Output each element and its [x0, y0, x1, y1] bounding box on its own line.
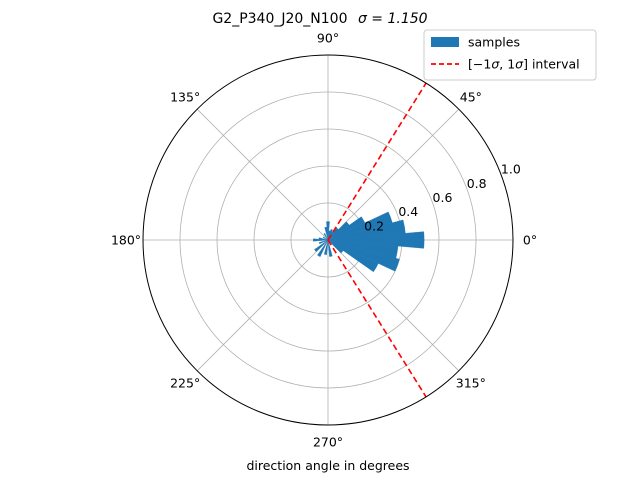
theta-tick-label: 90°: [317, 31, 339, 46]
histogram-bar: [323, 233, 329, 241]
theta-grid-line: [196, 108, 329, 241]
r-tick-label: 0.8: [467, 176, 487, 191]
theta-tick-label: 0°: [523, 233, 537, 248]
polar-frame: [142, 54, 514, 426]
x-axis-label: direction angle in degrees: [246, 458, 409, 473]
histogram-bar: [327, 231, 425, 249]
polar-axes: 0° 45° 90° 135° 180° 225° 270° 315° 0.2 0.4 0.6 0.8…: [111, 31, 537, 450]
legend-interval-label: [−1σ, 1σ] interval: [468, 57, 580, 72]
histogram-bar: [326, 221, 330, 241]
histogram-bar: [327, 221, 350, 241]
histogram-bar: [314, 239, 329, 252]
histogram-bar: [318, 239, 329, 245]
theta-grid-line: [327, 108, 460, 241]
histogram-bar: [317, 239, 329, 257]
r-tick-label: 1.0: [501, 162, 521, 177]
legend-frame: [423, 29, 597, 81]
histogram-bar: [323, 239, 329, 255]
histogram-bar: [327, 216, 366, 241]
histogram-bar: [322, 236, 329, 241]
chart-title-sigma: σ = 1.150: [358, 11, 428, 27]
legend: samples [−1σ, 1σ] interval: [423, 29, 597, 81]
theta-tick-label: 135°: [170, 90, 200, 105]
histogram-bar: [313, 238, 329, 242]
histogram-bar: [324, 226, 329, 241]
histogram-bar: [327, 211, 393, 241]
r-tick-label: 0.2: [364, 218, 384, 233]
legend-samples-swatch: [431, 37, 459, 47]
theta-grid-line: [196, 239, 329, 372]
chart-title-text: G2_P340_J20_N100: [212, 11, 347, 27]
interval-line: [327, 82, 427, 241]
theta-tick-label: 315°: [456, 375, 486, 390]
theta-tick-label: 225°: [170, 375, 200, 390]
histogram-bar: [327, 239, 333, 257]
theta-tick-label: 180°: [111, 233, 141, 248]
theta-grid-line: [327, 239, 460, 372]
r-tick-label: 0.6: [433, 190, 453, 205]
legend-samples-label: samples: [468, 35, 520, 50]
r-tick-label: 0.4: [398, 204, 418, 219]
histogram-bar: [327, 219, 406, 241]
histogram-bar: [327, 239, 400, 272]
chart-title: G2_P340_J20_N100 σ = 1.150: [212, 11, 427, 27]
theta-tick-label: 270°: [313, 435, 343, 450]
theta-tick-label: 45°: [460, 90, 482, 105]
interval-line: [327, 239, 427, 398]
